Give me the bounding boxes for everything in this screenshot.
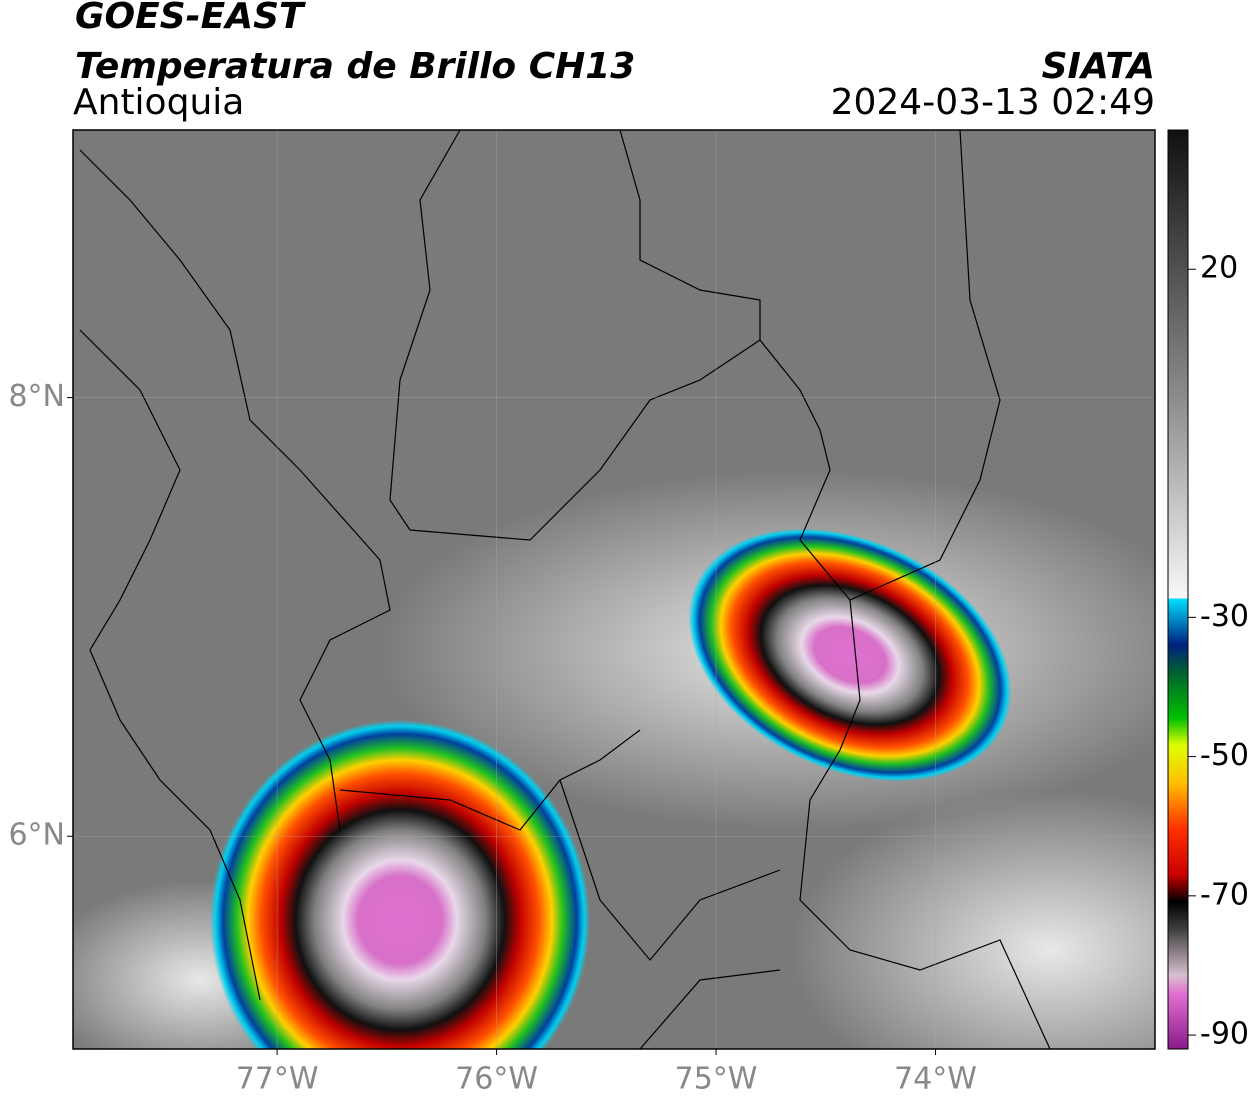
map-frame <box>72 129 1156 1050</box>
coast <box>79 329 261 1001</box>
y-tick-label: 8°N <box>8 379 65 414</box>
graticule <box>73 130 1155 1049</box>
storm <box>210 720 590 1049</box>
datetime: 2024-03-13 02:49 <box>831 82 1155 123</box>
colorbar-tick-label: -30 <box>1200 599 1249 634</box>
y-tick-label: 6°N <box>8 818 65 853</box>
product: Temperatura de Brillo CH13 <box>75 46 635 87</box>
boundary <box>79 149 391 831</box>
cloud <box>790 790 1155 1049</box>
boundary <box>339 729 781 1049</box>
colorbar-tick-label: -90 <box>1200 1017 1249 1052</box>
colorbar-tick-label: 20 <box>1200 251 1238 286</box>
x-tick-label: 76°W <box>455 1062 538 1097</box>
boundary <box>799 599 1051 1049</box>
colorbar-tick-label: -50 <box>1200 738 1249 773</box>
region: Antioquia <box>73 82 244 123</box>
storm <box>688 528 1012 782</box>
colorbar <box>1167 129 1189 1050</box>
boundary <box>389 130 761 541</box>
title: GOES-EAST <box>75 0 306 37</box>
x-tick-label: 75°W <box>675 1062 758 1097</box>
x-tick-label: 74°W <box>894 1062 977 1097</box>
x-tick-label: 77°W <box>236 1062 319 1097</box>
source: SIATA <box>1042 46 1155 87</box>
satellite-image <box>73 130 1155 1049</box>
colorbar-tick-label: -70 <box>1200 877 1249 912</box>
